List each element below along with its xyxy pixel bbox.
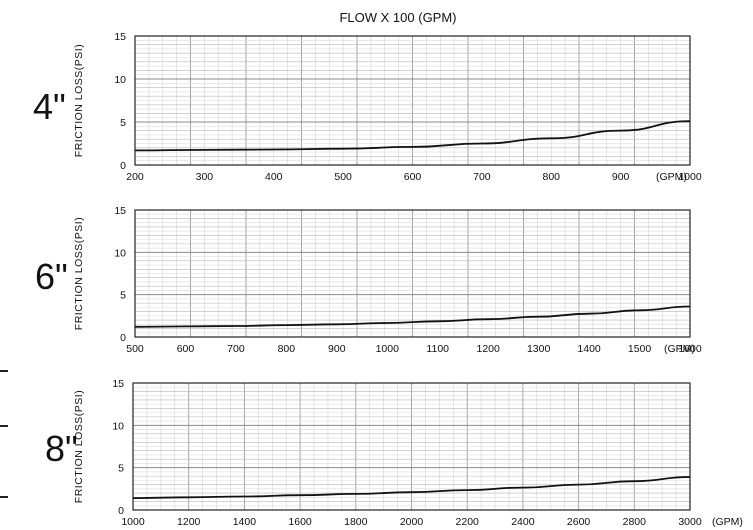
chart-title: FLOW X 100 (GPM) xyxy=(339,10,456,25)
y-tick-label: 15 xyxy=(112,378,124,390)
y-tick-label: 15 xyxy=(114,31,126,43)
x-tick-label: 2600 xyxy=(567,516,591,528)
x-tick-label: 1000 xyxy=(376,343,400,355)
x-tick-label: 700 xyxy=(473,171,491,183)
y-tick-label: 0 xyxy=(118,505,124,517)
x-unit-label: (GPM) xyxy=(712,516,743,528)
x-tick-label: 1200 xyxy=(477,343,501,355)
x-tick-label: 1000 xyxy=(121,516,145,528)
y-axis-label: FRICTION LOSS(PSI) xyxy=(73,217,85,330)
x-tick-label: 1400 xyxy=(577,343,601,355)
x-tick-label: 900 xyxy=(328,343,346,355)
x-tick-label: 1300 xyxy=(527,343,551,355)
y-tick-label: 5 xyxy=(120,290,126,302)
y-tick-label: 0 xyxy=(120,160,126,172)
y-tick-label: 10 xyxy=(114,247,126,259)
x-tick-label: 2800 xyxy=(623,516,647,528)
y-tick-label: 10 xyxy=(112,420,124,432)
x-tick-label: 400 xyxy=(265,171,283,183)
x-tick-label: 600 xyxy=(404,171,422,183)
x-tick-label: 1400 xyxy=(233,516,257,528)
x-tick-label: 800 xyxy=(278,343,296,355)
x-tick-label: 800 xyxy=(542,171,560,183)
margin-mark xyxy=(0,496,8,498)
x-tick-label: 2000 xyxy=(400,516,424,528)
x-tick-label: 600 xyxy=(177,343,195,355)
x-tick-label: 2400 xyxy=(511,516,535,528)
margin-mark xyxy=(0,370,8,372)
y-tick-label: 5 xyxy=(118,463,124,475)
x-tick-label: 500 xyxy=(334,171,352,183)
x-tick-label: 300 xyxy=(196,171,214,183)
x-tick-label: 200 xyxy=(126,171,144,183)
x-unit-label: (GPM) xyxy=(656,171,687,183)
x-tick-label: 700 xyxy=(227,343,245,355)
chart-panel: 200 300 400 500 600 700 800 900 1000(GPM)051015F… xyxy=(33,31,702,183)
pipe-size-label: 4" xyxy=(33,86,66,127)
x-unit-label: (GPM) xyxy=(664,343,695,355)
x-tick-label: 3000 xyxy=(678,516,702,528)
y-tick-label: 10 xyxy=(114,74,126,86)
x-tick-label: 900 xyxy=(612,171,630,183)
y-tick-label: 0 xyxy=(120,332,126,344)
chart-panel: 1000 1200 1400 1600 1800 2000 2200 2400 2600 2800… xyxy=(45,378,743,528)
x-tick-label: 1800 xyxy=(344,516,368,528)
x-tick-label: 1100 xyxy=(426,343,449,355)
chart-panel: 500 600 700 800 900 1000 1100 1200 1300 1400 1500 1… xyxy=(35,205,702,355)
x-tick-label: 1500 xyxy=(628,343,652,355)
x-tick-label: 2200 xyxy=(456,516,480,528)
x-tick-label: 1200 xyxy=(177,516,201,528)
x-tick-label: 1600 xyxy=(288,516,312,528)
pipe-size-label: 8" xyxy=(45,428,78,469)
x-tick-label: 500 xyxy=(126,343,144,355)
margin-mark xyxy=(0,425,8,427)
y-tick-label: 5 xyxy=(120,117,126,129)
y-axis-label: FRICTION LOSS(PSI) xyxy=(73,44,85,157)
y-tick-label: 15 xyxy=(114,205,126,217)
pipe-size-label: 6" xyxy=(35,256,68,297)
